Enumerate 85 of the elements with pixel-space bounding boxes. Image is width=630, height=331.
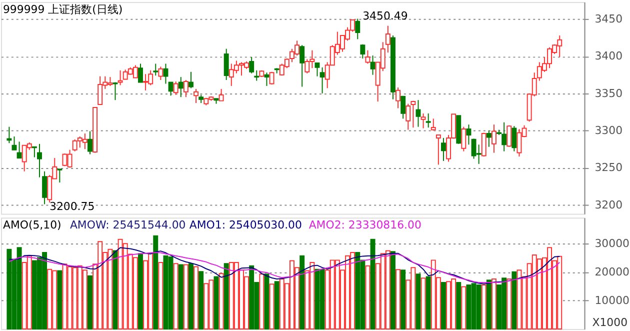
bar xyxy=(390,251,396,330)
bar xyxy=(440,282,446,330)
text: AMO2: 23330816.00 xyxy=(308,218,422,232)
bar xyxy=(224,263,229,330)
bar xyxy=(178,264,184,330)
bar xyxy=(512,271,517,330)
candlestick xyxy=(300,44,305,88)
annotation: 3200.75 xyxy=(50,200,95,214)
y-tick-label: 10000 xyxy=(594,294,630,307)
candlestick xyxy=(32,146,37,158)
candlestick xyxy=(365,50,370,64)
candlestick xyxy=(16,141,22,158)
bar xyxy=(456,282,462,330)
y-tick-label: 3250 xyxy=(594,161,623,174)
bar xyxy=(400,270,406,330)
candlestick xyxy=(320,66,325,94)
bar xyxy=(188,263,194,330)
candlestick xyxy=(12,136,17,150)
candlestick xyxy=(355,18,360,40)
candlestick xyxy=(254,70,260,82)
candlestick xyxy=(466,124,472,146)
candlestick xyxy=(88,130,92,155)
candlestick xyxy=(6,126,12,144)
candlestick xyxy=(314,62,320,77)
candlestick xyxy=(410,100,416,128)
y-tick-label: 3400 xyxy=(594,50,623,63)
candlestick xyxy=(194,88,199,104)
candlestick xyxy=(440,137,446,162)
y-axis-title: X1000 xyxy=(592,316,628,329)
bar xyxy=(198,271,204,330)
candlestick xyxy=(57,168,62,184)
candlestick xyxy=(138,63,143,83)
candlestick xyxy=(188,71,194,89)
candlestick xyxy=(173,81,178,96)
candlestick xyxy=(396,86,401,109)
candlestick xyxy=(491,124,496,154)
y-tick-label: 20000 xyxy=(594,265,630,278)
bar xyxy=(416,274,421,330)
annotation: AMOW: 25451544.00 xyxy=(70,218,186,232)
chart-title: AMO(5,10) xyxy=(2,218,62,232)
candlestick xyxy=(163,63,168,84)
candlestick xyxy=(385,25,390,54)
bar xyxy=(300,255,305,330)
bar xyxy=(153,235,158,330)
candlestick xyxy=(420,112,426,129)
candlestick xyxy=(37,143,42,178)
candlestick xyxy=(168,82,174,96)
y-tick-label: 30000 xyxy=(594,236,630,250)
y-tick-label: 3350 xyxy=(594,86,623,100)
chart-title: 999999 上证指数(日线) xyxy=(2,2,123,16)
candlestick xyxy=(42,170,48,205)
annotation: 3450.49 xyxy=(362,10,408,23)
candlestick xyxy=(400,96,406,120)
candlestick xyxy=(264,72,270,86)
candlestick xyxy=(486,130,492,148)
bar xyxy=(57,270,62,330)
bar xyxy=(274,281,280,330)
candlestick xyxy=(416,100,421,128)
y-tick-label: 3300 xyxy=(594,124,623,137)
candlestick xyxy=(360,44,366,59)
candlestick xyxy=(224,48,229,81)
candlestick xyxy=(183,80,188,98)
candlestick xyxy=(153,63,158,76)
candlestick xyxy=(370,55,376,76)
candlestick xyxy=(218,88,224,102)
bar xyxy=(486,280,492,330)
candlestick xyxy=(269,71,274,85)
candlestick xyxy=(481,132,486,158)
bar xyxy=(214,276,219,330)
bar xyxy=(138,253,143,330)
candlestick xyxy=(158,66,164,81)
candlestick xyxy=(178,76,184,98)
candlestick xyxy=(406,103,411,130)
y-tick-label: 3450 xyxy=(594,12,623,26)
candlestick xyxy=(506,124,512,148)
bar xyxy=(88,275,92,330)
candlestick xyxy=(512,126,517,152)
candlestick xyxy=(436,134,441,166)
bar xyxy=(426,276,431,330)
candlestick xyxy=(426,112,431,128)
text: AMO1: 25405030.00 xyxy=(189,218,302,232)
y-tick-label: 3200 xyxy=(594,198,623,212)
bar xyxy=(370,238,376,330)
candlestick xyxy=(249,56,254,74)
candlestick xyxy=(461,126,466,152)
